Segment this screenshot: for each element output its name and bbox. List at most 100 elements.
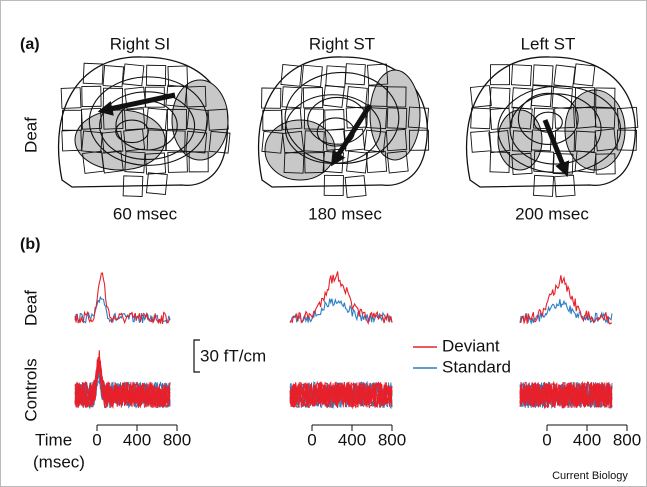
column-title: Left ST (521, 34, 576, 53)
sensor (122, 63, 145, 87)
field-region (564, 89, 626, 171)
waveforms (74, 271, 613, 410)
sensor (595, 153, 616, 175)
sensor (363, 129, 387, 153)
tick-label: 800 (378, 430, 406, 449)
dipole-arrow (330, 103, 373, 167)
sensor (146, 129, 168, 151)
sensor (122, 175, 144, 197)
field-region (369, 69, 421, 161)
sensor (533, 107, 554, 130)
row-label: Controls (21, 358, 40, 421)
sensor (322, 84, 345, 108)
sensor (594, 128, 617, 152)
column-title: Right SI (110, 34, 170, 53)
scale-bar (193, 339, 200, 373)
sensor (488, 130, 511, 154)
sensor (595, 87, 616, 109)
contour (99, 91, 196, 161)
sensor (61, 129, 83, 152)
head-maps (57, 56, 639, 198)
tick-label: 400 (338, 430, 366, 449)
tick-label: 0 (542, 430, 551, 449)
waveform (74, 272, 171, 325)
sensor (303, 130, 325, 153)
tick-label: 800 (613, 430, 641, 449)
sensor (301, 64, 323, 88)
sensor (281, 86, 303, 109)
sensor (60, 87, 82, 109)
sensor (490, 64, 511, 86)
sensor (408, 129, 430, 151)
sensor (489, 87, 511, 110)
sensor (616, 129, 638, 151)
sensor (188, 151, 209, 173)
sensor (530, 84, 553, 108)
scale-bar-label: 30 fT/cm (200, 346, 266, 365)
sensor (145, 107, 168, 131)
latency: 200 msec (515, 204, 589, 223)
sensor (101, 150, 124, 174)
sensor (282, 130, 305, 154)
dipole-arrow (542, 119, 570, 177)
sensor (344, 175, 367, 198)
sensor (407, 106, 429, 129)
tick-label: 800 (163, 430, 191, 449)
field-region (171, 79, 229, 161)
row-label: Deaf (21, 117, 40, 153)
sensor (303, 108, 325, 130)
sensor (510, 64, 532, 87)
sensor (489, 151, 511, 173)
sensor (207, 108, 229, 131)
panel-label: (b) (20, 236, 40, 253)
sensor (386, 107, 408, 129)
field-region (74, 109, 166, 171)
sensor (124, 151, 146, 174)
sensor (81, 130, 103, 154)
tick-label: 400 (123, 430, 151, 449)
axis-unit: (msec) (33, 452, 85, 471)
column-title: Right ST (309, 34, 375, 53)
sensor (123, 128, 146, 152)
sensor (166, 108, 187, 130)
sensor (185, 85, 207, 108)
sensor (344, 63, 366, 86)
sensor (82, 62, 104, 85)
waveform (289, 380, 393, 409)
sensor (261, 87, 282, 109)
waveform (74, 356, 171, 409)
sensor (511, 152, 533, 176)
waveform (519, 275, 613, 325)
waveform (289, 271, 393, 325)
sensor (261, 130, 284, 154)
sensor (594, 106, 616, 129)
sensor (145, 172, 168, 196)
panel-label: (a) (20, 36, 40, 53)
sensor (302, 87, 324, 109)
contour (88, 76, 208, 166)
sensor (533, 150, 555, 173)
sensor (489, 107, 511, 130)
sensor (167, 151, 188, 173)
sensor (145, 64, 167, 87)
sensor (165, 130, 186, 152)
sensor (323, 174, 344, 197)
sensor (554, 106, 576, 129)
sensor (365, 150, 388, 174)
sensor (386, 150, 409, 174)
contour (517, 92, 579, 145)
sensor (186, 108, 209, 131)
waveform (289, 297, 393, 324)
sensor (346, 150, 369, 174)
sensor (385, 128, 408, 152)
sensor (124, 86, 147, 110)
sensor (280, 64, 303, 87)
sensor (124, 108, 146, 131)
sensor (573, 63, 596, 87)
waveform (519, 299, 613, 325)
sensor (81, 85, 102, 108)
sensor (208, 130, 231, 154)
sensor (574, 150, 597, 174)
dipole-arrow (97, 92, 176, 116)
sensor (102, 65, 125, 88)
